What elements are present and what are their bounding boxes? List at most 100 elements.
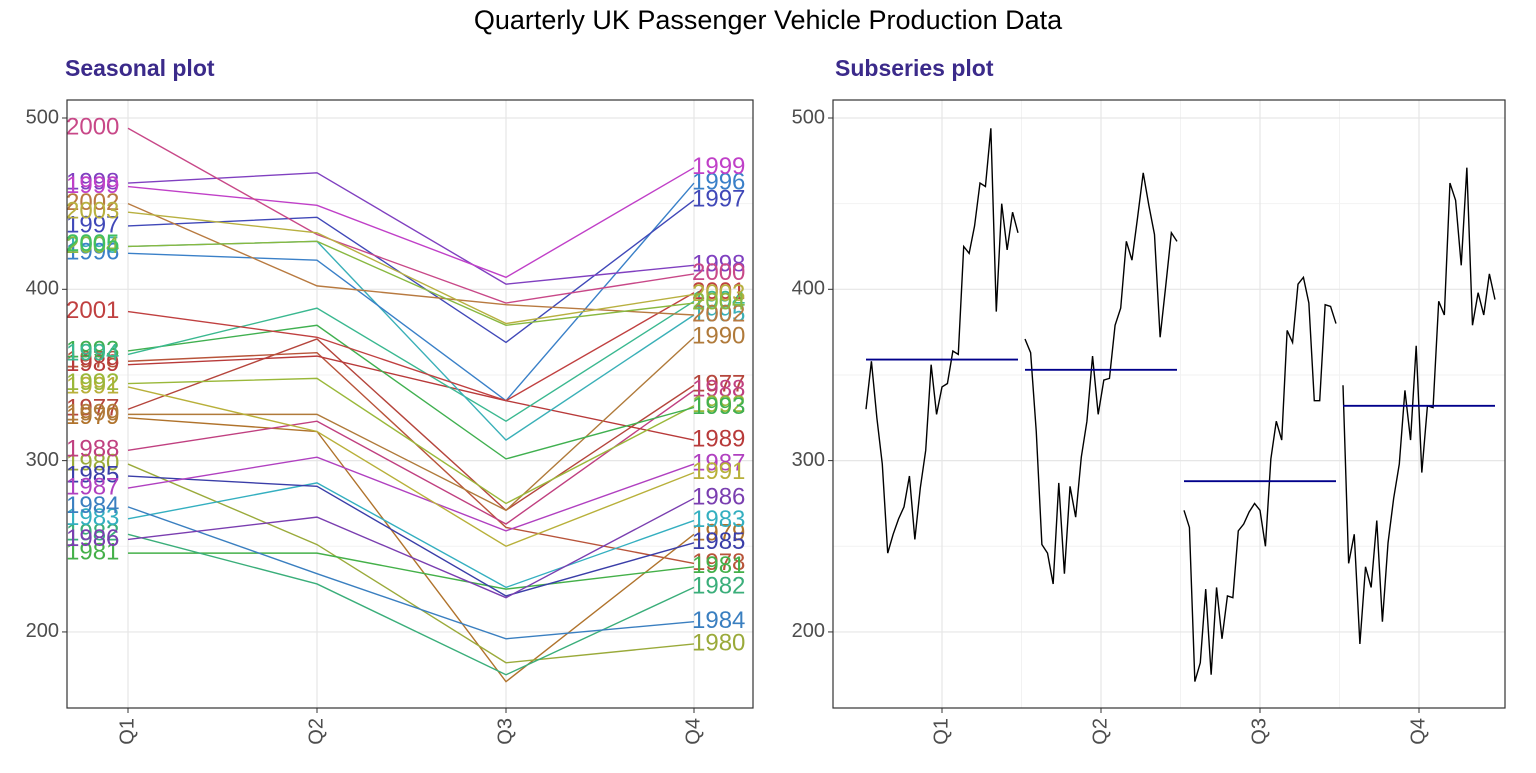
year-label-q1: 1980: [66, 449, 119, 476]
series-line: [127, 463, 695, 664]
y-tick-label: 500: [792, 106, 825, 128]
year-label-q1: 1994: [66, 340, 119, 367]
year-label-q4: 1984: [692, 607, 745, 634]
x-tick-label: Q2: [305, 718, 327, 745]
year-label-q4: 1977: [692, 371, 745, 398]
year-label-q1: 1992: [66, 369, 119, 396]
y-tick-label: 300: [26, 449, 59, 471]
year-label-q1: 1987: [66, 473, 119, 500]
year-label-q4: 2001: [692, 278, 745, 305]
year-label-q4: 1982: [692, 573, 745, 600]
year-label-q4: 1991: [692, 458, 745, 485]
year-label-q1: 2001: [66, 297, 119, 324]
year-label-q4: 1998: [692, 251, 745, 278]
year-label-q1: 1989: [66, 350, 119, 377]
year-label-q4: 2003: [692, 280, 745, 307]
subseries-line: [1024, 172, 1178, 585]
y-tick-label: 200: [792, 620, 825, 642]
panel-border: [66, 99, 754, 709]
year-label-q4: 1999: [692, 153, 745, 180]
subseries-line: [1342, 167, 1496, 644]
panel-title: Seasonal plot: [65, 55, 215, 81]
year-label-q1: 1999: [66, 172, 119, 199]
year-label-q4: 1989: [692, 425, 745, 452]
x-tick-label: Q3: [1248, 718, 1270, 745]
panel-border: [832, 99, 1506, 709]
series-line: [127, 386, 695, 548]
year-label-q1: 1998: [66, 168, 119, 195]
year-label-q1: 2005: [66, 230, 119, 257]
x-tick-label: Q4: [1407, 718, 1429, 745]
series-line: [127, 172, 695, 285]
y-tick-label: 500: [26, 106, 59, 128]
year-label-q4: 1985: [692, 528, 745, 555]
series-line: [127, 475, 695, 597]
year-label-q1: 1986: [66, 525, 119, 552]
series-line: [127, 497, 695, 599]
year-label-q4: 2004: [692, 288, 745, 315]
series-line: [127, 533, 695, 676]
year-label-q4: 1983: [692, 506, 745, 533]
year-label-q4: 1981: [692, 552, 745, 579]
series-line: [127, 389, 695, 525]
year-label-q1: 1991: [66, 372, 119, 399]
year-label-q1: 2002: [66, 189, 119, 216]
series-line: [127, 211, 695, 325]
year-label-q1: 1982: [66, 520, 119, 547]
series-line: [127, 167, 695, 279]
year-label-q1: 1995: [66, 232, 119, 259]
series-line: [127, 203, 695, 316]
x-tick-label: Q2: [1089, 718, 1111, 745]
series-line: [127, 292, 695, 402]
year-label-q1: 1979: [66, 403, 119, 430]
year-label-q1: 2000: [66, 114, 119, 141]
year-label-q4: 1994: [692, 287, 745, 314]
series-line: [127, 482, 695, 589]
year-label-q4: 1980: [692, 629, 745, 656]
year-label-q1: 1997: [66, 211, 119, 238]
y-tick-label: 400: [26, 278, 59, 300]
year-label-q1: 1983: [66, 504, 119, 531]
series-line: [127, 506, 695, 640]
year-label-q4: 1988: [692, 376, 745, 403]
series-line: [127, 351, 695, 565]
year-label-q4: 1990: [692, 323, 745, 350]
series-line: [127, 338, 695, 512]
year-label-q1: 1993: [66, 336, 119, 363]
figure-title: Quarterly UK Passenger Vehicle Productio…: [474, 5, 1063, 35]
y-tick-label: 400: [792, 278, 825, 300]
year-label-q4: 1992: [692, 391, 745, 418]
series-line: [127, 199, 695, 344]
year-label-q1: 1984: [66, 492, 119, 519]
year-label-q1: 1990: [66, 400, 119, 427]
year-label-q4: 1997: [692, 186, 745, 213]
series-line: [127, 324, 695, 460]
y-tick-label: 200: [26, 620, 59, 642]
series-line: [127, 127, 695, 304]
series-line: [127, 456, 695, 532]
year-label-q4: 2000: [692, 259, 745, 286]
series-line: [128, 336, 695, 512]
x-tick-label: Q4: [682, 718, 704, 745]
series-line: [128, 552, 695, 590]
year-label-q1: 2004: [66, 232, 119, 259]
year-label-q4: 2002: [692, 300, 745, 327]
year-label-q4: 1995: [692, 300, 745, 327]
series-line: [127, 377, 695, 505]
series-line: [127, 417, 695, 683]
x-tick-label: Q1: [930, 718, 952, 745]
year-label-q1: 1985: [66, 461, 119, 488]
year-label-q4: 1996: [692, 168, 745, 195]
year-label-q1: 1978: [66, 347, 119, 374]
year-label-q1: 1988: [66, 436, 119, 463]
year-label-q1: 1996: [66, 239, 119, 266]
year-label-q4: 1979: [692, 520, 745, 547]
year-label-q4: 1978: [692, 549, 745, 576]
series-line: [127, 355, 695, 441]
subseries-line: [1183, 275, 1337, 682]
y-tick-label: 300: [792, 449, 825, 471]
subseries-line: [865, 128, 1019, 554]
year-label-q4: 1993: [692, 393, 745, 420]
year-label-q4: 1986: [692, 484, 745, 511]
